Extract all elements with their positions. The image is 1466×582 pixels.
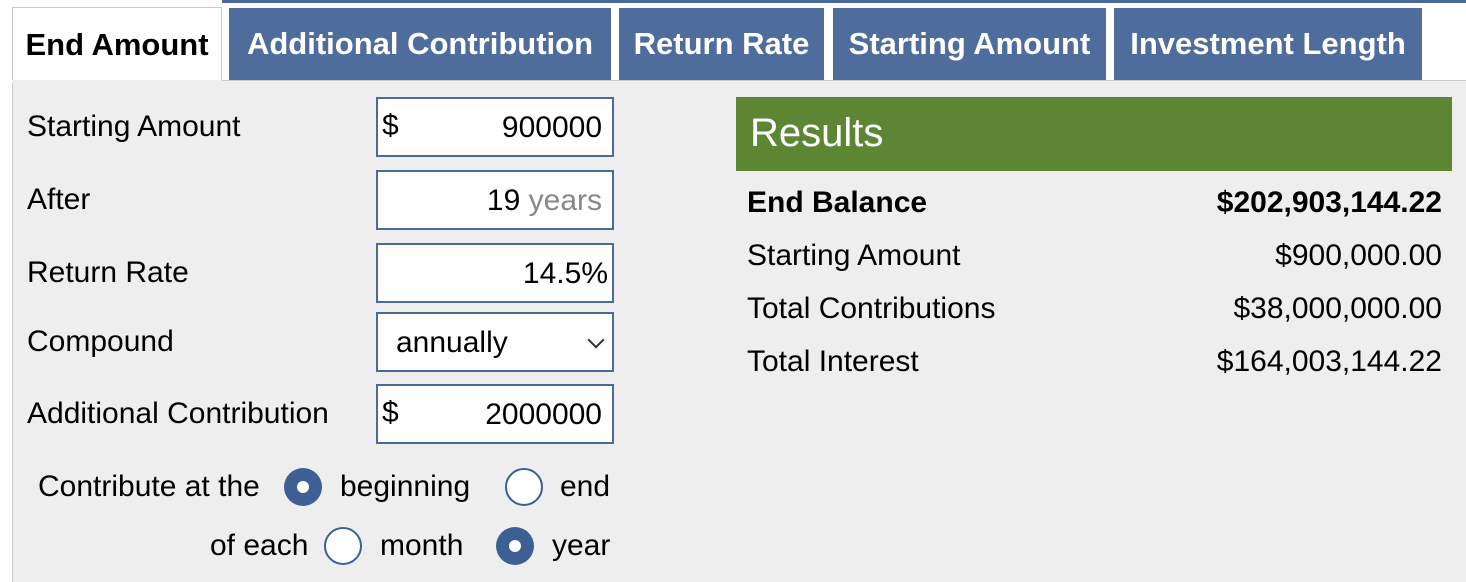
active-tab-join <box>12 80 222 83</box>
total-contributions-label: Total Contributions <box>747 292 996 325</box>
starting-amount-label: Starting Amount <box>27 110 241 143</box>
end-label: end <box>560 470 611 503</box>
after-years-input[interactable]: 19 years <box>376 170 614 230</box>
after-unit: years <box>528 184 602 217</box>
total-interest-label: Total Interest <box>747 345 919 378</box>
end-balance-value: $202,903,144.22 <box>1216 186 1442 219</box>
tab-investment-length[interactable]: Investment Length <box>1114 8 1422 80</box>
total-contributions-value: $38,000,000.00 <box>1233 292 1442 325</box>
additional-contribution-value: 2000000 <box>485 398 602 431</box>
radio-year[interactable] <box>496 527 534 565</box>
radio-month[interactable] <box>324 527 362 565</box>
compound-label: Compound <box>27 325 174 358</box>
after-label: After <box>27 183 91 216</box>
percent-unit: % <box>581 257 608 290</box>
additional-contribution-label: Additional Contribution <box>27 397 329 430</box>
after-value: 19 <box>486 184 521 217</box>
radio-end[interactable] <box>505 468 543 506</box>
month-label: month <box>380 529 464 562</box>
compound-select[interactable]: annually <box>376 312 614 372</box>
starting-amount-value: 900000 <box>501 111 602 144</box>
starting-amount-input[interactable]: $ 900000 <box>376 97 614 157</box>
results-header: Results <box>736 97 1452 171</box>
year-label: year <box>552 529 611 562</box>
starting-amount-result-label: Starting Amount <box>747 239 961 272</box>
tab-starting-amount[interactable]: Starting Amount <box>833 8 1106 80</box>
tab-return-rate[interactable]: Return Rate <box>619 8 824 80</box>
after-value-wrap: 19 years <box>487 184 602 218</box>
tab-end-amount[interactable]: End Amount <box>12 7 222 81</box>
return-rate-input[interactable]: 14.5% <box>376 243 614 303</box>
chevron-down-icon <box>587 331 605 349</box>
currency-prefix: $ <box>382 396 399 429</box>
total-interest-value: $164,003,144.22 <box>1216 345 1442 378</box>
compound-value: annually <box>396 326 508 359</box>
currency-prefix: $ <box>382 109 399 142</box>
top-rule <box>0 0 1466 4</box>
starting-amount-result-value: $900,000.00 <box>1275 239 1442 272</box>
tab-additional-contribution[interactable]: Additional Contribution <box>229 8 611 80</box>
return-rate-value: 14.5 <box>522 257 582 290</box>
end-balance-label: End Balance <box>747 186 928 219</box>
radio-beginning[interactable] <box>284 468 322 506</box>
return-rate-label: Return Rate <box>27 256 189 289</box>
additional-contribution-input[interactable]: $ 2000000 <box>376 384 614 444</box>
return-rate-value-wrap: 14.5% <box>523 257 608 291</box>
of-each-label: of each <box>210 529 309 562</box>
contribute-at-label: Contribute at the <box>38 470 260 503</box>
beginning-label: beginning <box>340 470 471 503</box>
